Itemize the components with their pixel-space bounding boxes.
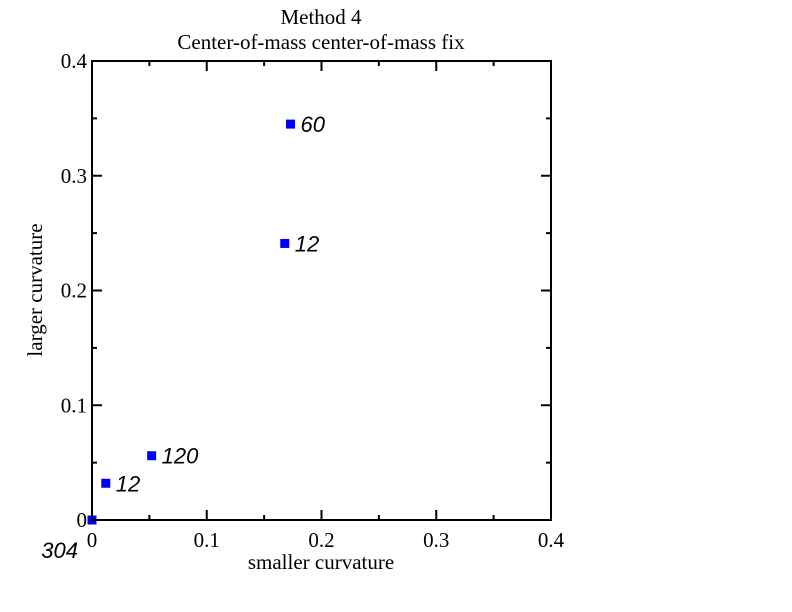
data-points: 304 12 120 12 60	[41, 112, 325, 563]
axis-ticks: 0 0.1 0.2 0.3 0.4 0 0.1 0.2 0.3 0.4	[61, 49, 565, 552]
y-axis-label: larger curvature	[23, 223, 47, 356]
y-tick-label: 0.4	[61, 49, 88, 73]
x-tick-label: 0.3	[423, 528, 449, 552]
data-point-label: 12	[295, 231, 319, 256]
y-tick-label: 0.1	[61, 393, 87, 417]
chart-title: Method 4	[280, 5, 362, 29]
data-point-label: 60	[301, 112, 326, 137]
y-tick-label: 0.3	[61, 164, 87, 188]
data-point	[101, 478, 111, 488]
data-point	[280, 238, 290, 248]
plot-frame	[91, 60, 552, 521]
y-tick-label: 0.2	[61, 279, 87, 303]
y-tick-label: 0	[77, 508, 88, 532]
x-tick-label: 0.4	[538, 528, 565, 552]
chart-subtitle: Center-of-mass center-of-mass fix	[177, 30, 465, 54]
data-point-label: 12	[116, 471, 140, 496]
data-point	[286, 119, 296, 129]
data-point	[147, 451, 157, 461]
x-tick-label: 0	[87, 528, 98, 552]
x-tick-label: 0.2	[308, 528, 334, 552]
x-tick-label: 0.1	[194, 528, 220, 552]
data-point-label: 120	[162, 444, 199, 469]
x-axis-label: smaller curvature	[248, 550, 394, 574]
data-point-label: 304	[41, 538, 78, 563]
